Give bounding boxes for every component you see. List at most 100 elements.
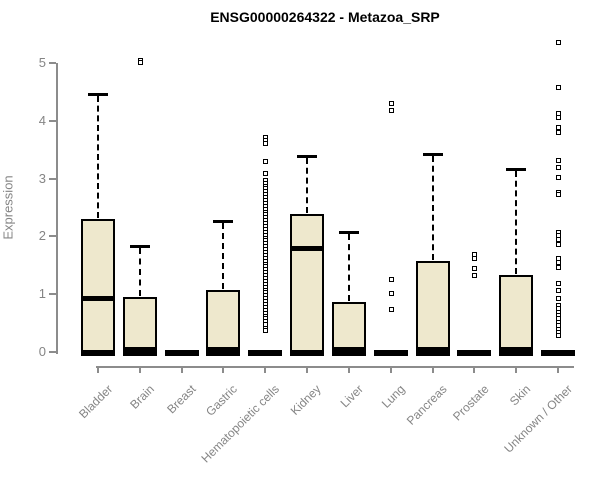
box-kidney bbox=[290, 214, 325, 352]
outlier-point bbox=[556, 174, 562, 180]
outlier-point bbox=[263, 159, 269, 165]
y-tick bbox=[49, 293, 56, 296]
whisker-brain bbox=[138, 247, 141, 297]
outlier-point bbox=[556, 114, 562, 120]
zero-bar-brain bbox=[122, 350, 157, 356]
zero-bar-gastric bbox=[206, 350, 241, 356]
y-tick-label: 5 bbox=[38, 55, 46, 70]
median-bladder bbox=[81, 296, 115, 302]
median-kidney bbox=[290, 245, 325, 251]
whisker-cap-pancreas bbox=[422, 153, 443, 157]
x-tick-label-brain: Brain bbox=[127, 382, 157, 412]
outlier-point bbox=[556, 232, 562, 238]
outlier-point bbox=[556, 237, 562, 243]
outlier-point bbox=[556, 281, 562, 287]
x-tick-label-breast: Breast bbox=[164, 382, 199, 417]
outlier-point bbox=[263, 170, 269, 176]
y-tick-label: 2 bbox=[38, 228, 46, 244]
x-tick-bladder bbox=[97, 366, 99, 373]
y-tick bbox=[49, 351, 56, 353]
y-tick bbox=[49, 177, 56, 180]
median-pancreas bbox=[415, 347, 450, 353]
outlier-point bbox=[556, 242, 562, 248]
outlier-point bbox=[137, 59, 143, 65]
x-tick-label-lung: Lung bbox=[378, 382, 408, 411]
x-tick-label-liver: Liver bbox=[337, 382, 366, 411]
x-tick-label-hematopoietic-cells: Hematopoietic cells bbox=[198, 382, 283, 466]
whisker-gastric bbox=[222, 223, 225, 289]
x-tick-hematopoietic-cells bbox=[264, 366, 267, 373]
box-liver bbox=[331, 301, 366, 352]
zero-bar-breast bbox=[164, 350, 199, 356]
x-tick-breast bbox=[180, 366, 183, 373]
outlier-point bbox=[388, 277, 394, 283]
zero-bar-kidney bbox=[290, 350, 325, 356]
whisker-cap-gastric bbox=[213, 220, 234, 224]
outlier-point bbox=[556, 165, 562, 171]
x-tick-label-kidney: Kidney bbox=[288, 382, 325, 418]
whisker-skin bbox=[515, 171, 518, 274]
outlier-point bbox=[388, 291, 394, 297]
outlier-point bbox=[472, 273, 478, 279]
x-tick-lung bbox=[389, 366, 392, 373]
outlier-point bbox=[388, 101, 394, 107]
x-tick-label-skin: Skin bbox=[506, 382, 534, 409]
y-tick-label: 1 bbox=[38, 286, 46, 302]
outlier-point bbox=[556, 39, 562, 45]
outlier-point bbox=[556, 255, 562, 261]
zero-bar-pancreas bbox=[415, 350, 450, 356]
outlier-point bbox=[556, 260, 562, 266]
x-tick-brain bbox=[138, 366, 141, 373]
x-tick-label-pancreas: Pancreas bbox=[403, 382, 450, 428]
outlier-point bbox=[556, 265, 562, 271]
x-tick-label-bladder: Bladder bbox=[75, 382, 115, 422]
whisker-liver bbox=[347, 234, 350, 301]
outlier-point bbox=[388, 107, 394, 113]
x-tick-pancreas bbox=[431, 366, 434, 373]
box-bladder bbox=[81, 219, 115, 352]
zero-bar-skin bbox=[499, 350, 534, 356]
x-tick-liver bbox=[347, 366, 350, 373]
x-tick-skin bbox=[515, 366, 518, 373]
whisker-pancreas bbox=[431, 156, 434, 261]
outlier-point bbox=[556, 288, 562, 294]
outlier-point bbox=[556, 192, 562, 198]
y-axis-label: Expression bbox=[0, 175, 16, 240]
whisker-cap-kidney bbox=[297, 155, 318, 159]
zero-bar-liver bbox=[331, 350, 366, 356]
y-tick-label: 4 bbox=[38, 112, 46, 128]
x-tick-kidney bbox=[306, 366, 309, 373]
outlier-point bbox=[472, 255, 478, 261]
outlier-point bbox=[556, 158, 562, 164]
median-liver bbox=[331, 347, 366, 353]
x-tick-prostate bbox=[473, 366, 476, 373]
outlier-point bbox=[388, 306, 394, 312]
median-gastric bbox=[206, 347, 241, 353]
whisker-cap-liver bbox=[338, 231, 359, 235]
outlier-point bbox=[472, 266, 478, 272]
median-brain bbox=[122, 346, 157, 352]
zero-bar-unknown-other bbox=[541, 350, 576, 356]
y-tick bbox=[49, 235, 56, 238]
box-skin bbox=[499, 274, 534, 352]
whisker-cap-bladder bbox=[88, 92, 108, 96]
whisker-bladder bbox=[97, 95, 99, 219]
x-tick-gastric bbox=[222, 366, 225, 373]
box-brain bbox=[122, 297, 157, 352]
whisker-cap-skin bbox=[506, 168, 527, 172]
y-tick-label: 3 bbox=[38, 170, 46, 186]
zero-bar-bladder bbox=[81, 350, 115, 356]
y-tick bbox=[49, 119, 56, 122]
whisker-cap-brain bbox=[129, 244, 150, 248]
zero-bar-lung bbox=[373, 350, 408, 356]
x-axis-line bbox=[96, 366, 574, 368]
box-gastric bbox=[206, 289, 241, 352]
outlier-point bbox=[556, 333, 562, 339]
x-tick-label-prostate: Prostate bbox=[449, 382, 492, 424]
zero-bar-prostate bbox=[457, 350, 492, 356]
box-pancreas bbox=[415, 261, 450, 352]
y-tick bbox=[49, 62, 56, 64]
y-axis-line bbox=[56, 63, 58, 354]
x-tick-unknown-other bbox=[557, 366, 560, 373]
outlier-point bbox=[556, 125, 562, 131]
